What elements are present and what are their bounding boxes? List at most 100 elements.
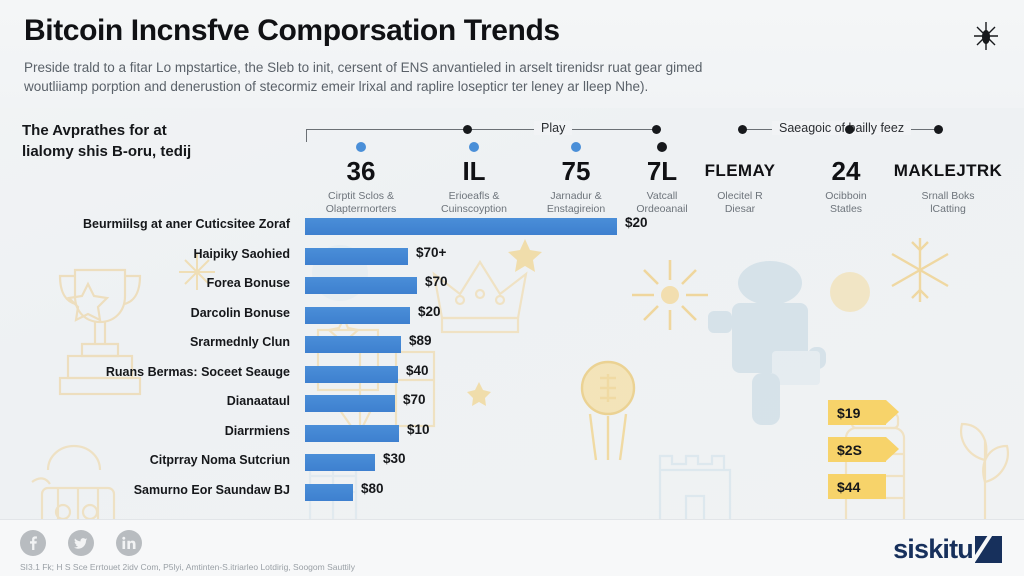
bar-value-label: $20 xyxy=(625,215,648,230)
bar xyxy=(305,395,395,412)
bar-row: Beurmiilsg at aner Cuticsitee Zoraf $20 xyxy=(0,214,1024,244)
stat-value: IL xyxy=(462,156,486,186)
page-subtitle: Preside trald to a fitar Lo mpstartice, … xyxy=(24,58,954,96)
brand-logo: siskitu xyxy=(893,534,1002,565)
bar xyxy=(305,365,398,383)
twitter-icon[interactable] xyxy=(68,530,94,556)
bar xyxy=(305,277,417,294)
bar xyxy=(305,247,408,265)
bracket-dot-left-end xyxy=(652,125,661,134)
stat-caption-line-1: Olecitel R xyxy=(717,190,763,202)
stat-caption-line-1: Erioeafls & xyxy=(448,190,500,202)
bar xyxy=(305,454,375,471)
subtitle-line-2: woutliiamp porption and denerustion of s… xyxy=(24,79,649,94)
stat-row: The Avprathes for at lialomy shis B-oru,… xyxy=(0,112,1024,215)
bar-category-label: Beurmiilsg at aner Cuticsitee Zoraf xyxy=(82,217,290,231)
slash-square-icon xyxy=(975,536,1002,563)
stat-caption: Vatcall Ordeoanail xyxy=(610,190,714,216)
stat-caption-line-2: Enstagireion xyxy=(546,203,606,215)
stat-caption-line-1: Ocibboin xyxy=(825,190,867,202)
bar-value-label: $89 xyxy=(409,333,432,348)
bracket-dot-right-end xyxy=(934,125,943,134)
gold-tag-group: $19 $2S $44 xyxy=(828,400,899,511)
stat-row-leadin: The Avprathes for at lialomy shis B-oru,… xyxy=(22,120,284,162)
bar-category-label: Haipiky Saohied xyxy=(193,246,290,261)
stat-item-0: 36 Cirptit Sclos & Olapterrnorters xyxy=(305,142,417,216)
bar-value-label: $40 xyxy=(406,362,429,378)
bracket-tick-left-start xyxy=(306,129,307,142)
stat-caption-line-2: Olapterrnorters xyxy=(325,203,397,215)
bar-value-label: $20 xyxy=(418,303,441,319)
bar xyxy=(305,218,617,235)
stat-caption-line-2: lCatting xyxy=(930,203,966,215)
source-text: SI3.1 Fk; H S Sce Errtouet 2idv Com, P5l… xyxy=(20,562,355,572)
stat-caption-line-1: Jarnadur & xyxy=(550,190,602,202)
bar-category-label: Srarmednly Clun xyxy=(189,335,290,349)
stat-item-1: IL Erioeafls & Cuinscoyption xyxy=(418,142,530,216)
bar-category-label: Darcolin Bonuse xyxy=(190,305,290,320)
bracket-dot-left-mid xyxy=(463,125,472,134)
bar-value-label: $70 xyxy=(425,274,448,289)
bar-value-label: $70 xyxy=(403,392,426,407)
bar-track xyxy=(305,218,617,235)
stat-item-4: FLEMAY Olecitel R Diesar xyxy=(692,142,788,216)
stat-item-6: MAKLEJTRK Srnall Boks lCatting xyxy=(886,142,1010,216)
stat-caption: Jarnadur & Enstagireion xyxy=(520,190,632,216)
stat-caption: Cirptit Sclos & Olapterrnorters xyxy=(305,190,417,216)
stat-caption-line-1: Srnall Boks xyxy=(921,190,975,202)
stat-caption: Ocibboin Statles xyxy=(800,190,892,216)
bar-track xyxy=(305,424,399,442)
bar-track xyxy=(305,306,410,324)
bar-category-label: Dianaataul xyxy=(226,394,290,408)
bar-track xyxy=(305,277,417,294)
bar-row: Ruans Bermas: Soceet Seauge $40 xyxy=(0,362,1024,392)
stat-dot-icon xyxy=(571,142,581,152)
stat-value: 75 xyxy=(561,156,591,186)
header-band xyxy=(0,0,1024,108)
stat-caption-line-2: Ordeoanail xyxy=(636,203,688,215)
bar xyxy=(305,306,410,324)
stat-item-5: 24 Ocibboin Statles xyxy=(800,142,892,216)
bracket-label-left: Play xyxy=(534,121,573,135)
bar-value-label: $80 xyxy=(361,480,384,496)
bar-track xyxy=(305,247,408,265)
leadin-line-1: The Avprathes for at xyxy=(22,122,167,139)
linkedin-icon[interactable] xyxy=(116,530,142,556)
bar-category-label: Ruans Bermas: Soceet Seauge xyxy=(105,364,290,379)
bar-track xyxy=(305,454,375,471)
stat-value: MAKLEJTRK xyxy=(893,161,1003,180)
stat-dot-icon xyxy=(469,142,479,152)
bar-category-label: Citprray Noma Sutcriun xyxy=(149,453,290,467)
stat-caption-line-1: Vatcall xyxy=(646,190,678,202)
bar-category-label: Samurno Eor Saundaw BJ xyxy=(133,482,290,497)
stat-caption-line-2: Diesar xyxy=(724,203,756,215)
stat-item-3: 7L Vatcall Ordeoanail xyxy=(610,142,714,216)
gold-tag: $44 xyxy=(828,474,886,499)
stat-caption-line-2: Statles xyxy=(829,203,863,215)
bar-track xyxy=(305,336,401,353)
facebook-icon[interactable] xyxy=(20,530,46,556)
stat-caption: Srnall Boks lCatting xyxy=(886,190,1010,216)
bar xyxy=(305,336,401,353)
page-title: Bitcoin Incnsfve Comporsation Trends xyxy=(24,14,560,47)
subtitle-line-1: Preside trald to a fitar Lo mpstartice, … xyxy=(24,60,703,75)
logo-wordmark: siskitu xyxy=(893,534,974,564)
leadin-line-2: lialomy shis B-oru, tedij xyxy=(22,143,192,160)
bar-value-label: $10 xyxy=(407,421,430,437)
stat-dot-icon xyxy=(356,142,366,152)
bar-value-label: $30 xyxy=(383,451,406,466)
sparkle-icon xyxy=(968,18,1004,54)
stat-caption: Olecitel R Diesar xyxy=(692,190,788,216)
stat-caption-line-1: Cirptit Sclos & xyxy=(328,190,394,202)
bracket-dot-right-mid xyxy=(845,125,854,134)
bar-track xyxy=(305,395,395,412)
gold-tag-label: $44 xyxy=(837,478,861,495)
bracket-line-left xyxy=(306,129,656,130)
bracket-label-right: Saeagoic of bailly feez xyxy=(772,121,912,135)
social-icon-group xyxy=(20,530,142,556)
stat-value: 7L xyxy=(646,156,678,186)
bar-track xyxy=(305,483,353,501)
bar xyxy=(305,483,353,501)
bracket-dot-right-start xyxy=(738,125,747,134)
